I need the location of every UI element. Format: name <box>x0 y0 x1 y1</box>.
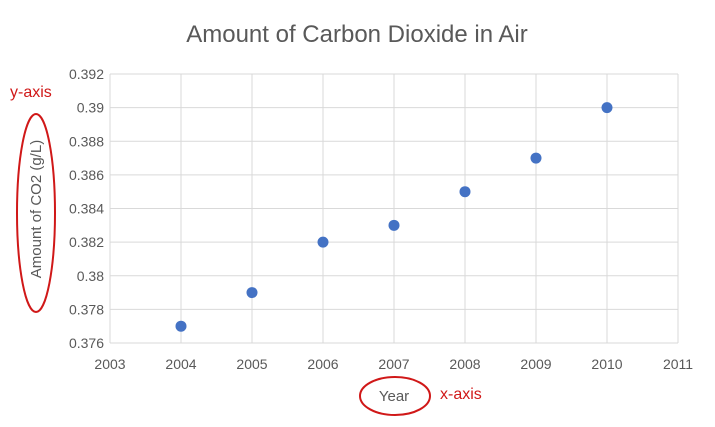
y-tick-label: 0.386 <box>69 167 104 183</box>
x-tick-label: 2010 <box>591 356 622 372</box>
data-point-2004 <box>175 320 187 332</box>
x-tick-label: 2005 <box>236 356 267 372</box>
x-axis-title-highlight-ellipse <box>359 376 431 416</box>
x-tick-label: 2009 <box>520 356 551 372</box>
horizontal-gridlines <box>110 73 678 344</box>
data-point-2010 <box>601 102 613 114</box>
x-tick-label: 2011 <box>663 356 693 372</box>
y-tick-label: 0.38 <box>77 268 104 284</box>
y-tick-label: 0.39 <box>77 100 104 116</box>
x-tick-label: 2007 <box>378 356 409 372</box>
x-tick-label: 2006 <box>307 356 338 372</box>
y-tick-label: 0.378 <box>69 301 104 317</box>
y-tick-label: 0.376 <box>69 335 104 351</box>
data-points <box>175 102 613 332</box>
data-point-2006 <box>317 236 329 248</box>
chart-title: Amount of Carbon Dioxide in Air <box>186 21 528 48</box>
x-axis-annotation: x-axis <box>440 386 482 403</box>
y-tick-labels: 0.376 0.378 0.38 0.382 0.384 0.386 0.388 0.39 0.… <box>69 66 104 351</box>
x-axis-title: Year <box>379 388 409 405</box>
x-tick-labels: 2003 2004 2005 2006 2007 2008 2009 2010 2011 <box>94 356 693 372</box>
x-tick-label: 2004 <box>165 356 196 372</box>
data-point-2005 <box>246 287 258 299</box>
y-axis-title: Amount of CO2 (g/L) <box>28 140 45 278</box>
data-point-2007 <box>388 219 400 231</box>
y-tick-label: 0.382 <box>69 234 104 250</box>
y-tick-label: 0.392 <box>69 66 104 82</box>
x-tick-label: 2003 <box>94 356 125 372</box>
y-tick-label: 0.384 <box>69 201 104 217</box>
y-axis-title-highlight-ellipse <box>16 113 56 313</box>
data-point-2008 <box>459 186 471 198</box>
y-tick-label: 0.388 <box>69 133 104 149</box>
y-axis-annotation: y-axis <box>10 84 52 101</box>
data-point-2009 <box>530 152 542 164</box>
x-tick-label: 2008 <box>449 356 480 372</box>
